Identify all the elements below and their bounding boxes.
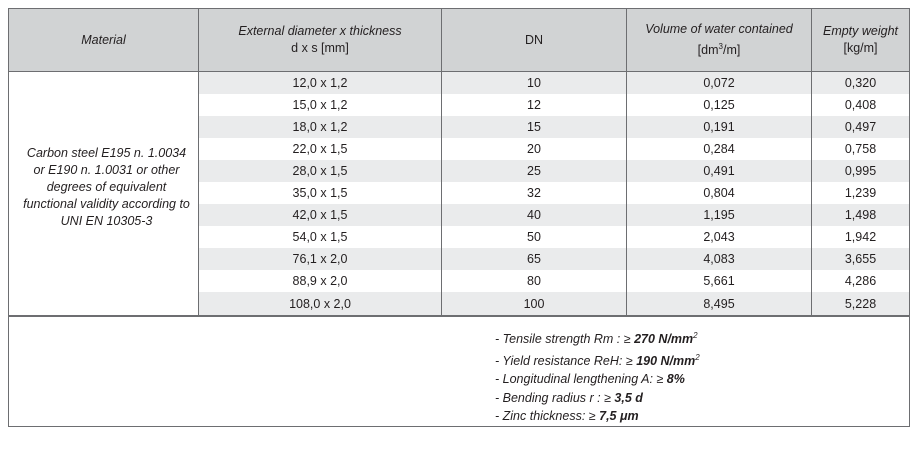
cell-empty-weight: 1,239 [811, 182, 910, 204]
cell-diameter-thickness: 76,1 x 2,0 [198, 248, 442, 270]
cell-empty-weight: 5,228 [811, 292, 910, 317]
property-label: - Tensile strength Rm : ≥ [495, 332, 631, 346]
cell-dn: 20 [441, 138, 627, 160]
cell-empty-weight: 0,995 [811, 160, 910, 182]
property-label: - Yield resistance ReH: ≥ [495, 353, 633, 368]
cell-diameter-thickness: 15,0 x 1,2 [198, 94, 442, 116]
cell-diameter-thickness: 88,9 x 2,0 [198, 270, 442, 292]
table-row: 18,0 x 1,2 15 0,191 0,497 [9, 116, 910, 138]
table-row: 28,0 x 1,5 25 0,491 0,995 [9, 160, 910, 182]
cell-volume: 0,804 [626, 182, 812, 204]
property-unit-exponent: 2 [693, 331, 698, 340]
cell-volume: 0,491 [626, 160, 812, 182]
table-row: 42,0 x 1,5 40 1,195 1,498 [9, 204, 910, 226]
table-row: 108,0 x 2,0 100 8,495 5,228 [9, 292, 910, 317]
cell-diameter-thickness: 18,0 x 1,2 [198, 116, 442, 138]
pipe-spec-table: Material External diameter x thickness d … [8, 8, 910, 427]
table-row: 88,9 x 2,0 80 5,661 4,286 [9, 270, 910, 292]
material-description: Carbon steel E195 n. 1.0034 or E190 n. 1… [8, 71, 199, 316]
properties-list: - Tensile strength Rm : ≥ 270 N/mm2- Yie… [495, 327, 909, 426]
cell-empty-weight: 0,758 [811, 138, 910, 160]
table-body: Carbon steel E195 n. 1.0034 or E190 n. 1… [8, 71, 910, 317]
cell-volume: 8,495 [626, 292, 812, 317]
property-value: 190 N/mm [632, 353, 696, 368]
cell-volume: 4,083 [626, 248, 812, 270]
header-dn: DN [441, 8, 627, 72]
table-row: Carbon steel E195 n. 1.0034 or E190 n. 1… [8, 71, 910, 316]
cell-diameter-thickness: 42,0 x 1,5 [198, 204, 442, 226]
property-item: - Tensile strength Rm : ≥ 270 N/mm2 [495, 327, 909, 349]
property-item: - Yield resistance ReH: ≥ 190 N/mm2 [495, 349, 909, 371]
property-value: 8% [663, 372, 685, 386]
property-label: - Zinc thickness: ≥ [495, 409, 596, 423]
cell-dn: 100 [441, 292, 627, 317]
table-row: 22,0 x 1,5 20 0,284 0,758 [9, 138, 910, 160]
table-row: 76,1 x 2,0 65 4,083 3,655 [9, 248, 910, 270]
cell-volume: 0,125 [626, 94, 812, 116]
cell-empty-weight: 0,320 [811, 71, 910, 94]
cell-empty-weight: 4,286 [811, 270, 910, 292]
cell-volume: 0,191 [626, 116, 812, 138]
cell-volume: 0,284 [626, 138, 812, 160]
cell-diameter-thickness: 22,0 x 1,5 [198, 138, 442, 160]
cell-dn: 80 [441, 270, 627, 292]
property-value: 7,5 μm [595, 409, 639, 423]
cell-volume: 5,661 [626, 270, 812, 292]
cell-diameter-thickness: 35,0 x 1,5 [198, 182, 442, 204]
properties-cell: - Tensile strength Rm : ≥ 270 N/mm2- Yie… [8, 315, 910, 427]
cell-diameter-thickness: 54,0 x 1,5 [198, 226, 442, 248]
cell-diameter-thickness: 108,0 x 2,0 [198, 292, 442, 317]
cell-empty-weight: 3,655 [811, 248, 910, 270]
table-row: 35,0 x 1,5 32 0,804 1,239 [9, 182, 910, 204]
cell-empty-weight: 1,498 [811, 204, 910, 226]
cell-diameter-thickness: 28,0 x 1,5 [198, 160, 442, 182]
pipe-spec-table-container: Material External diameter x thickness d … [8, 8, 910, 427]
cell-dn: 10 [441, 71, 627, 94]
header-row: Material External diameter x thickness d … [8, 8, 910, 72]
cell-dn: 15 [441, 116, 627, 138]
table-row: 15,0 x 1,2 12 0,125 0,408 [9, 94, 910, 116]
table-row: 54,0 x 1,5 50 2,043 1,942 [9, 226, 910, 248]
cell-volume: 2,043 [626, 226, 812, 248]
property-value: 270 N/mm [630, 332, 694, 346]
property-label: - Bending radius r : ≥ [495, 390, 611, 405]
cell-dn: 32 [441, 182, 627, 204]
cell-dn: 50 [441, 226, 627, 248]
cell-dn: 40 [441, 204, 627, 226]
property-unit-exponent: 2 [695, 352, 700, 362]
cell-dn: 65 [441, 248, 627, 270]
header-external-diameter: External diameter x thickness d x s [mm] [198, 8, 442, 72]
cell-volume: 0,072 [626, 71, 812, 94]
header-material: Material [8, 8, 199, 72]
property-value: 3,5 d [610, 390, 643, 405]
cell-empty-weight: 0,497 [811, 116, 910, 138]
cell-volume: 1,195 [626, 204, 812, 226]
property-item: - Longitudinal lengthening A: ≥ 8% [495, 370, 909, 389]
property-label: - Longitudinal lengthening A: ≥ [495, 372, 664, 386]
header-volume: Volume of water contained [dm3/m] [626, 8, 812, 72]
header-empty-weight: Empty weight [kg/m] [811, 8, 910, 72]
properties-row: - Tensile strength Rm : ≥ 270 N/mm2- Yie… [8, 315, 910, 427]
property-item: - Zinc thickness: ≥ 7,5 μm [495, 407, 909, 426]
property-item: - Bending radius r : ≥ 3,5 d [495, 389, 909, 408]
cell-dn: 25 [441, 160, 627, 182]
cell-dn: 12 [441, 94, 627, 116]
cell-empty-weight: 1,942 [811, 226, 910, 248]
cell-diameter-thickness: 12,0 x 1,2 [198, 71, 442, 94]
cell-empty-weight: 0,408 [811, 94, 910, 116]
